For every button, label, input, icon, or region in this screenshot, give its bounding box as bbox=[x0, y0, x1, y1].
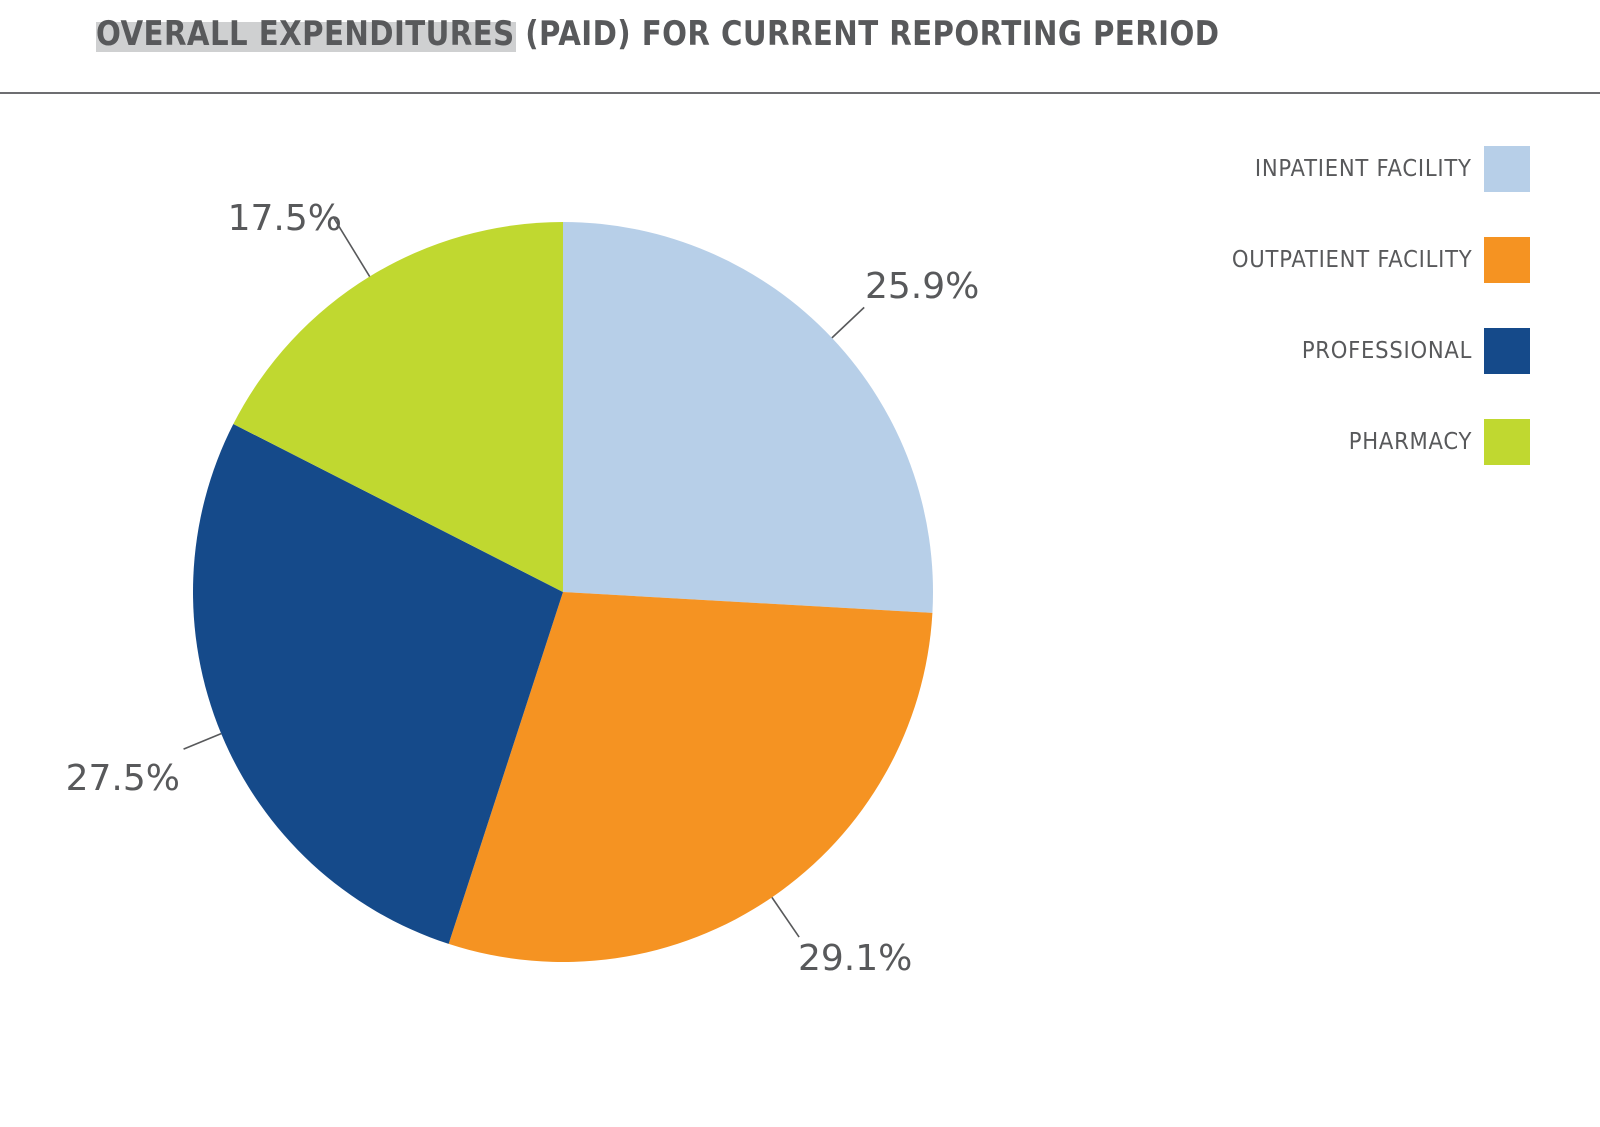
pie-slice-inpatient-facility bbox=[563, 222, 933, 613]
leader-line-professional bbox=[183, 732, 222, 750]
pie-slice-professional bbox=[192, 424, 563, 944]
data-label-inpatient-facility: 25.9% bbox=[865, 266, 979, 307]
legend-swatch bbox=[1484, 419, 1530, 465]
leader-lines bbox=[183, 216, 865, 938]
legend-swatch bbox=[1484, 146, 1530, 192]
legend-label: INPATIENT FACILITY bbox=[1255, 156, 1472, 182]
title-divider bbox=[0, 92, 1600, 94]
pie-slices bbox=[192, 222, 933, 962]
legend-swatch bbox=[1484, 237, 1530, 283]
legend-item-inpatient-facility: INPATIENT FACILITY bbox=[1110, 146, 1530, 192]
leader-line-inpatient-facility bbox=[831, 306, 865, 339]
pie-slice-pharmacy bbox=[233, 222, 564, 592]
leader-line-pharmacy bbox=[332, 216, 371, 277]
legend-label: OUTPATIENT FACILITY bbox=[1231, 247, 1472, 273]
legend-swatch bbox=[1484, 328, 1530, 374]
data-label-pharmacy: 17.5% bbox=[228, 198, 342, 239]
legend-item-professional: PROFESSIONAL bbox=[1110, 328, 1530, 374]
title-highlight bbox=[96, 22, 516, 52]
chart-title: OVERALL EXPENDITURES (PAID) FOR CURRENT … bbox=[96, 14, 1220, 54]
data-labels: 25.9% 29.1% 27.5% 17.5% bbox=[66, 198, 980, 979]
leader-line-outpatient-facility bbox=[771, 896, 800, 938]
legend: INPATIENT FACILITY OUTPATIENT FACILITY P… bbox=[1110, 146, 1530, 510]
legend-label: PHARMACY bbox=[1348, 429, 1472, 455]
data-label-outpatient-facility: 29.1% bbox=[798, 938, 912, 979]
pie-slice-outpatient-facility bbox=[448, 592, 933, 962]
legend-item-outpatient-facility: OUTPATIENT FACILITY bbox=[1110, 237, 1530, 283]
legend-item-pharmacy: PHARMACY bbox=[1110, 419, 1530, 465]
legend-label: PROFESSIONAL bbox=[1301, 338, 1472, 364]
data-label-professional: 27.5% bbox=[66, 758, 180, 799]
